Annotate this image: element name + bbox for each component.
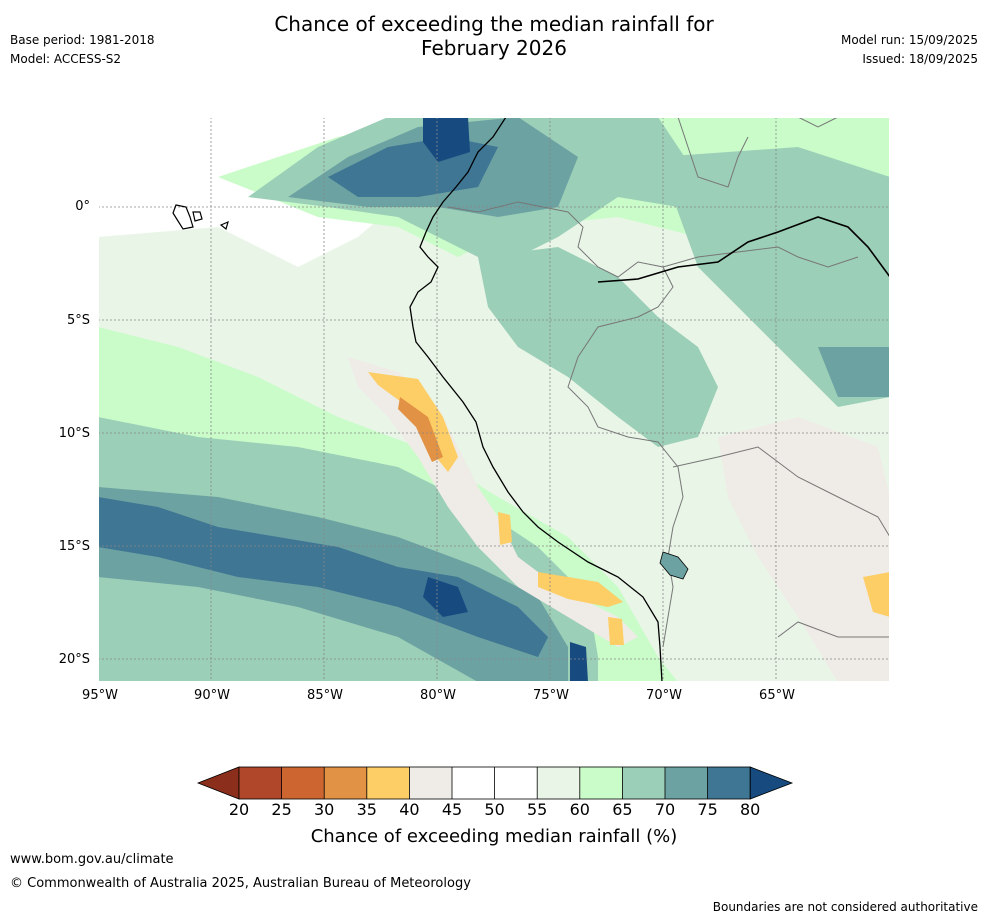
colorbar-tick-45: 45 [441, 800, 463, 819]
colorbar-swatch-70-75 [665, 767, 708, 799]
colorbar-tick-30: 30 [314, 800, 335, 819]
colorbar-swatch-50-55 [494, 767, 538, 799]
lake-titicaca [659, 551, 689, 580]
lon-label-70w: 70°W [646, 688, 682, 703]
colorbar-swatch-75-80 [707, 767, 751, 799]
coastline [409, 117, 663, 682]
lat-label-0: 0° [75, 199, 90, 214]
colorbar-swatch-20-25 [239, 767, 282, 799]
region-65-70-east [658, 147, 890, 407]
region-40-45-east [718, 417, 890, 682]
colorbar-tick-65: 65 [612, 800, 633, 819]
region-65-70-andes [478, 247, 718, 447]
colorbar-swatch-35-40 [366, 767, 410, 799]
galapagos-islands [172, 204, 229, 231]
colorbar-swatch-60-65 [579, 767, 623, 799]
region-30-35 [398, 397, 443, 462]
colorbar-tick-35: 35 [356, 800, 377, 819]
lon-label-85w: 85°W [307, 688, 343, 703]
region-80plus-coast [570, 642, 588, 682]
amazon-river [597, 216, 890, 283]
region-35-40-d [608, 617, 624, 645]
country-borders [447, 117, 890, 648]
graticule [98, 117, 890, 682]
lat-label-5s: 5°S [66, 313, 90, 328]
colorbar-swatch-40-45 [409, 767, 452, 799]
rainfall-probability-map [98, 117, 890, 682]
colorbar-swatch-30-35 [324, 767, 367, 799]
footer-disclaimer: Boundaries are not considered authoritat… [712, 900, 978, 914]
lat-label-15s: 15°S [58, 539, 90, 554]
colorbar-swatch-above-80 [749, 766, 794, 800]
colorbar [196, 766, 794, 800]
colorbar-tick-20: 20 [228, 800, 250, 819]
region-70-75-east [818, 347, 890, 397]
region-75-80-south [98, 497, 548, 657]
colorbar-swatch-65-70 [622, 767, 665, 799]
footer-copyright: © Commonwealth of Australia 2025, Austra… [10, 876, 471, 891]
region-35-40-e [863, 572, 890, 617]
colorbar-label: Chance of exceeding median rainfall (%) [310, 826, 678, 847]
region-80plus-north [423, 117, 470, 162]
colorbar-tick-70: 70 [654, 800, 676, 819]
colorbar-tick-80: 80 [740, 800, 761, 819]
colorbar-swatch-25-30 [281, 767, 325, 799]
lon-label-75w: 75°W [533, 688, 569, 703]
title-line-1: Chance of exceeding the median rainfall … [274, 12, 714, 36]
colorbar-tick-55: 55 [527, 800, 548, 819]
region-80plus-south [423, 577, 468, 617]
colorbar-tick-75: 75 [697, 800, 718, 819]
colorbar-swatch-below-20 [196, 766, 240, 800]
colorbar-tick-25: 25 [271, 800, 292, 819]
base-period: Base period: 1981-2018 [10, 33, 155, 47]
model-name: Model: ACCESS-S2 [10, 52, 122, 66]
region-35-40-b [538, 572, 623, 607]
region-35-40-c [498, 512, 512, 545]
lon-label-65w: 65°W [759, 688, 795, 703]
lon-label-90w: 90°W [194, 688, 230, 703]
footer-url[interactable]: www.bom.gov.au/climate [10, 852, 174, 867]
lat-label-20s: 20°S [58, 652, 90, 667]
lon-label-95w: 95°W [82, 688, 118, 703]
colorbar-swatch-55-60 [537, 767, 580, 799]
map-title: Chance of exceeding the median rainfall … [0, 12, 988, 60]
colorbar-swatch-45-50 [452, 767, 495, 799]
lat-label-10s: 10°S [58, 426, 90, 441]
issued-date: Issued: 18/09/2025 [862, 52, 978, 66]
colorbar-tick-40: 40 [399, 800, 420, 819]
model-run: Model run: 15/09/2025 [840, 33, 978, 47]
colorbar-tick-50: 50 [484, 800, 505, 819]
lon-label-80w: 80°W [420, 688, 456, 703]
colorbar-tick-60: 60 [569, 800, 590, 819]
title-line-2: February 2026 [421, 36, 567, 60]
